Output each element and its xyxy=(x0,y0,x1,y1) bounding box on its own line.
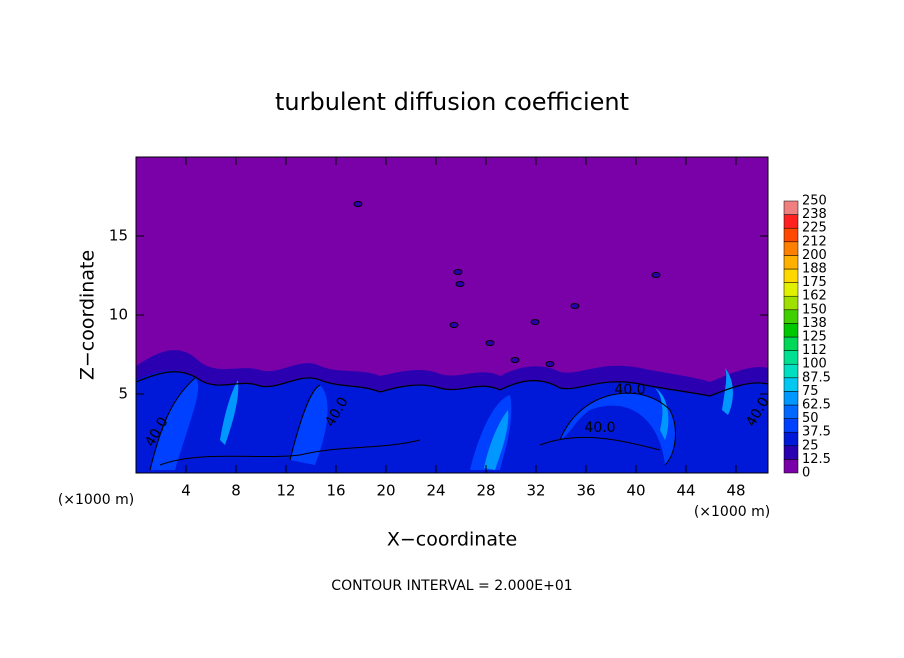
contour-line xyxy=(149,377,676,471)
colorbar-label: 112 xyxy=(802,343,827,358)
colorbar-label: 162 xyxy=(802,289,827,304)
x-tick-label: 28 xyxy=(476,482,495,500)
colorbar-label: 12.5 xyxy=(802,452,831,467)
colorbar-label: 238 xyxy=(802,207,827,222)
y-tick-label: 10 xyxy=(109,306,128,324)
colorbar-label: 100 xyxy=(802,357,827,372)
colorbar-band xyxy=(783,282,799,297)
colorbar-label: 138 xyxy=(802,316,827,331)
colorbar-band xyxy=(783,214,799,229)
colorbar-label: 225 xyxy=(802,221,827,236)
colorbar-label: 175 xyxy=(802,275,827,290)
colorbar-band xyxy=(783,459,799,474)
x-tick-label: 24 xyxy=(426,482,445,500)
contour-line xyxy=(135,371,769,397)
x-tick-label: 48 xyxy=(726,482,745,500)
x-tick-label: 8 xyxy=(231,482,241,500)
colorbar-band xyxy=(783,445,799,460)
x-tick-label: 12 xyxy=(276,482,295,500)
contour-blob xyxy=(453,269,463,275)
contour-blob xyxy=(651,272,661,278)
contour-blob xyxy=(353,201,363,207)
contour-blob xyxy=(449,322,459,328)
contour-blob xyxy=(570,303,580,309)
x-tick-label: 40 xyxy=(626,482,645,500)
contour-field: 40.040.040.040.0 40.0 xyxy=(135,157,773,473)
colorbar-band xyxy=(783,227,799,243)
colorbar-label: 62.5 xyxy=(802,398,831,413)
colorbar-label: 25 xyxy=(802,438,819,453)
colorbar-band xyxy=(783,200,799,215)
colorbar-label: 250 xyxy=(802,194,827,209)
colorbar-label: 125 xyxy=(802,330,827,345)
contour-blob xyxy=(485,340,495,346)
axes: 4 8 12 16 20 24 28 32 36 40 44 4851015012.52537.550… xyxy=(109,156,831,500)
colorbar-band xyxy=(783,418,799,433)
colorbar-band xyxy=(783,391,799,406)
x-axis-label: X−coordinate xyxy=(387,529,517,551)
field-region xyxy=(150,378,676,470)
colorbar-band xyxy=(783,363,799,379)
colorbar-band xyxy=(783,350,799,365)
contour-label: 40.0 xyxy=(614,382,645,398)
contour-label: 40.0 xyxy=(584,420,615,436)
x-tick-label: 16 xyxy=(326,482,345,500)
contour-blob xyxy=(510,357,520,363)
colorbar-band xyxy=(783,309,799,324)
colorbar-label: 0 xyxy=(802,466,810,481)
x-tick-label: 44 xyxy=(676,482,695,500)
x-unit-label: (×1000 m) xyxy=(694,504,770,520)
colorbar-label: 150 xyxy=(802,302,827,317)
colorbar-label: 212 xyxy=(802,234,827,249)
colorbar-label: 37.5 xyxy=(802,425,831,440)
y-tick-label: 15 xyxy=(109,227,128,245)
colorbar-label: 50 xyxy=(802,411,819,426)
contour-blob xyxy=(455,281,465,287)
colorbar-band xyxy=(783,377,799,392)
colorbar-band xyxy=(783,255,799,270)
x-tick-label: 32 xyxy=(526,482,545,500)
colorbar-band xyxy=(783,295,799,311)
colorbar-band xyxy=(783,336,799,351)
x-tick-label: 20 xyxy=(376,482,395,500)
x-tick-label: 4 xyxy=(181,482,191,500)
y-tick-label: 5 xyxy=(118,385,128,403)
colorbar-band xyxy=(783,323,799,338)
contour-blob xyxy=(530,319,540,325)
colorbar-label: 87.5 xyxy=(802,370,831,385)
colorbar-band xyxy=(783,241,799,256)
chart-title: turbulent diffusion coefficient xyxy=(275,88,629,116)
y-axis-label: Z−coordinate xyxy=(77,250,99,380)
colorbar-band xyxy=(783,404,799,419)
footer-note: CONTOUR INTERVAL = 2.000E+01 xyxy=(331,578,572,594)
colorbar-band xyxy=(783,268,799,283)
colorbar-label: 188 xyxy=(802,262,827,277)
colorbar-band xyxy=(783,431,799,447)
x-tick-label: 36 xyxy=(576,482,595,500)
x-unit-label: (×1000 m) xyxy=(58,492,134,508)
contour-blob xyxy=(545,361,555,367)
colorbar-label: 200 xyxy=(802,248,827,263)
colorbar-label: 75 xyxy=(802,384,819,399)
